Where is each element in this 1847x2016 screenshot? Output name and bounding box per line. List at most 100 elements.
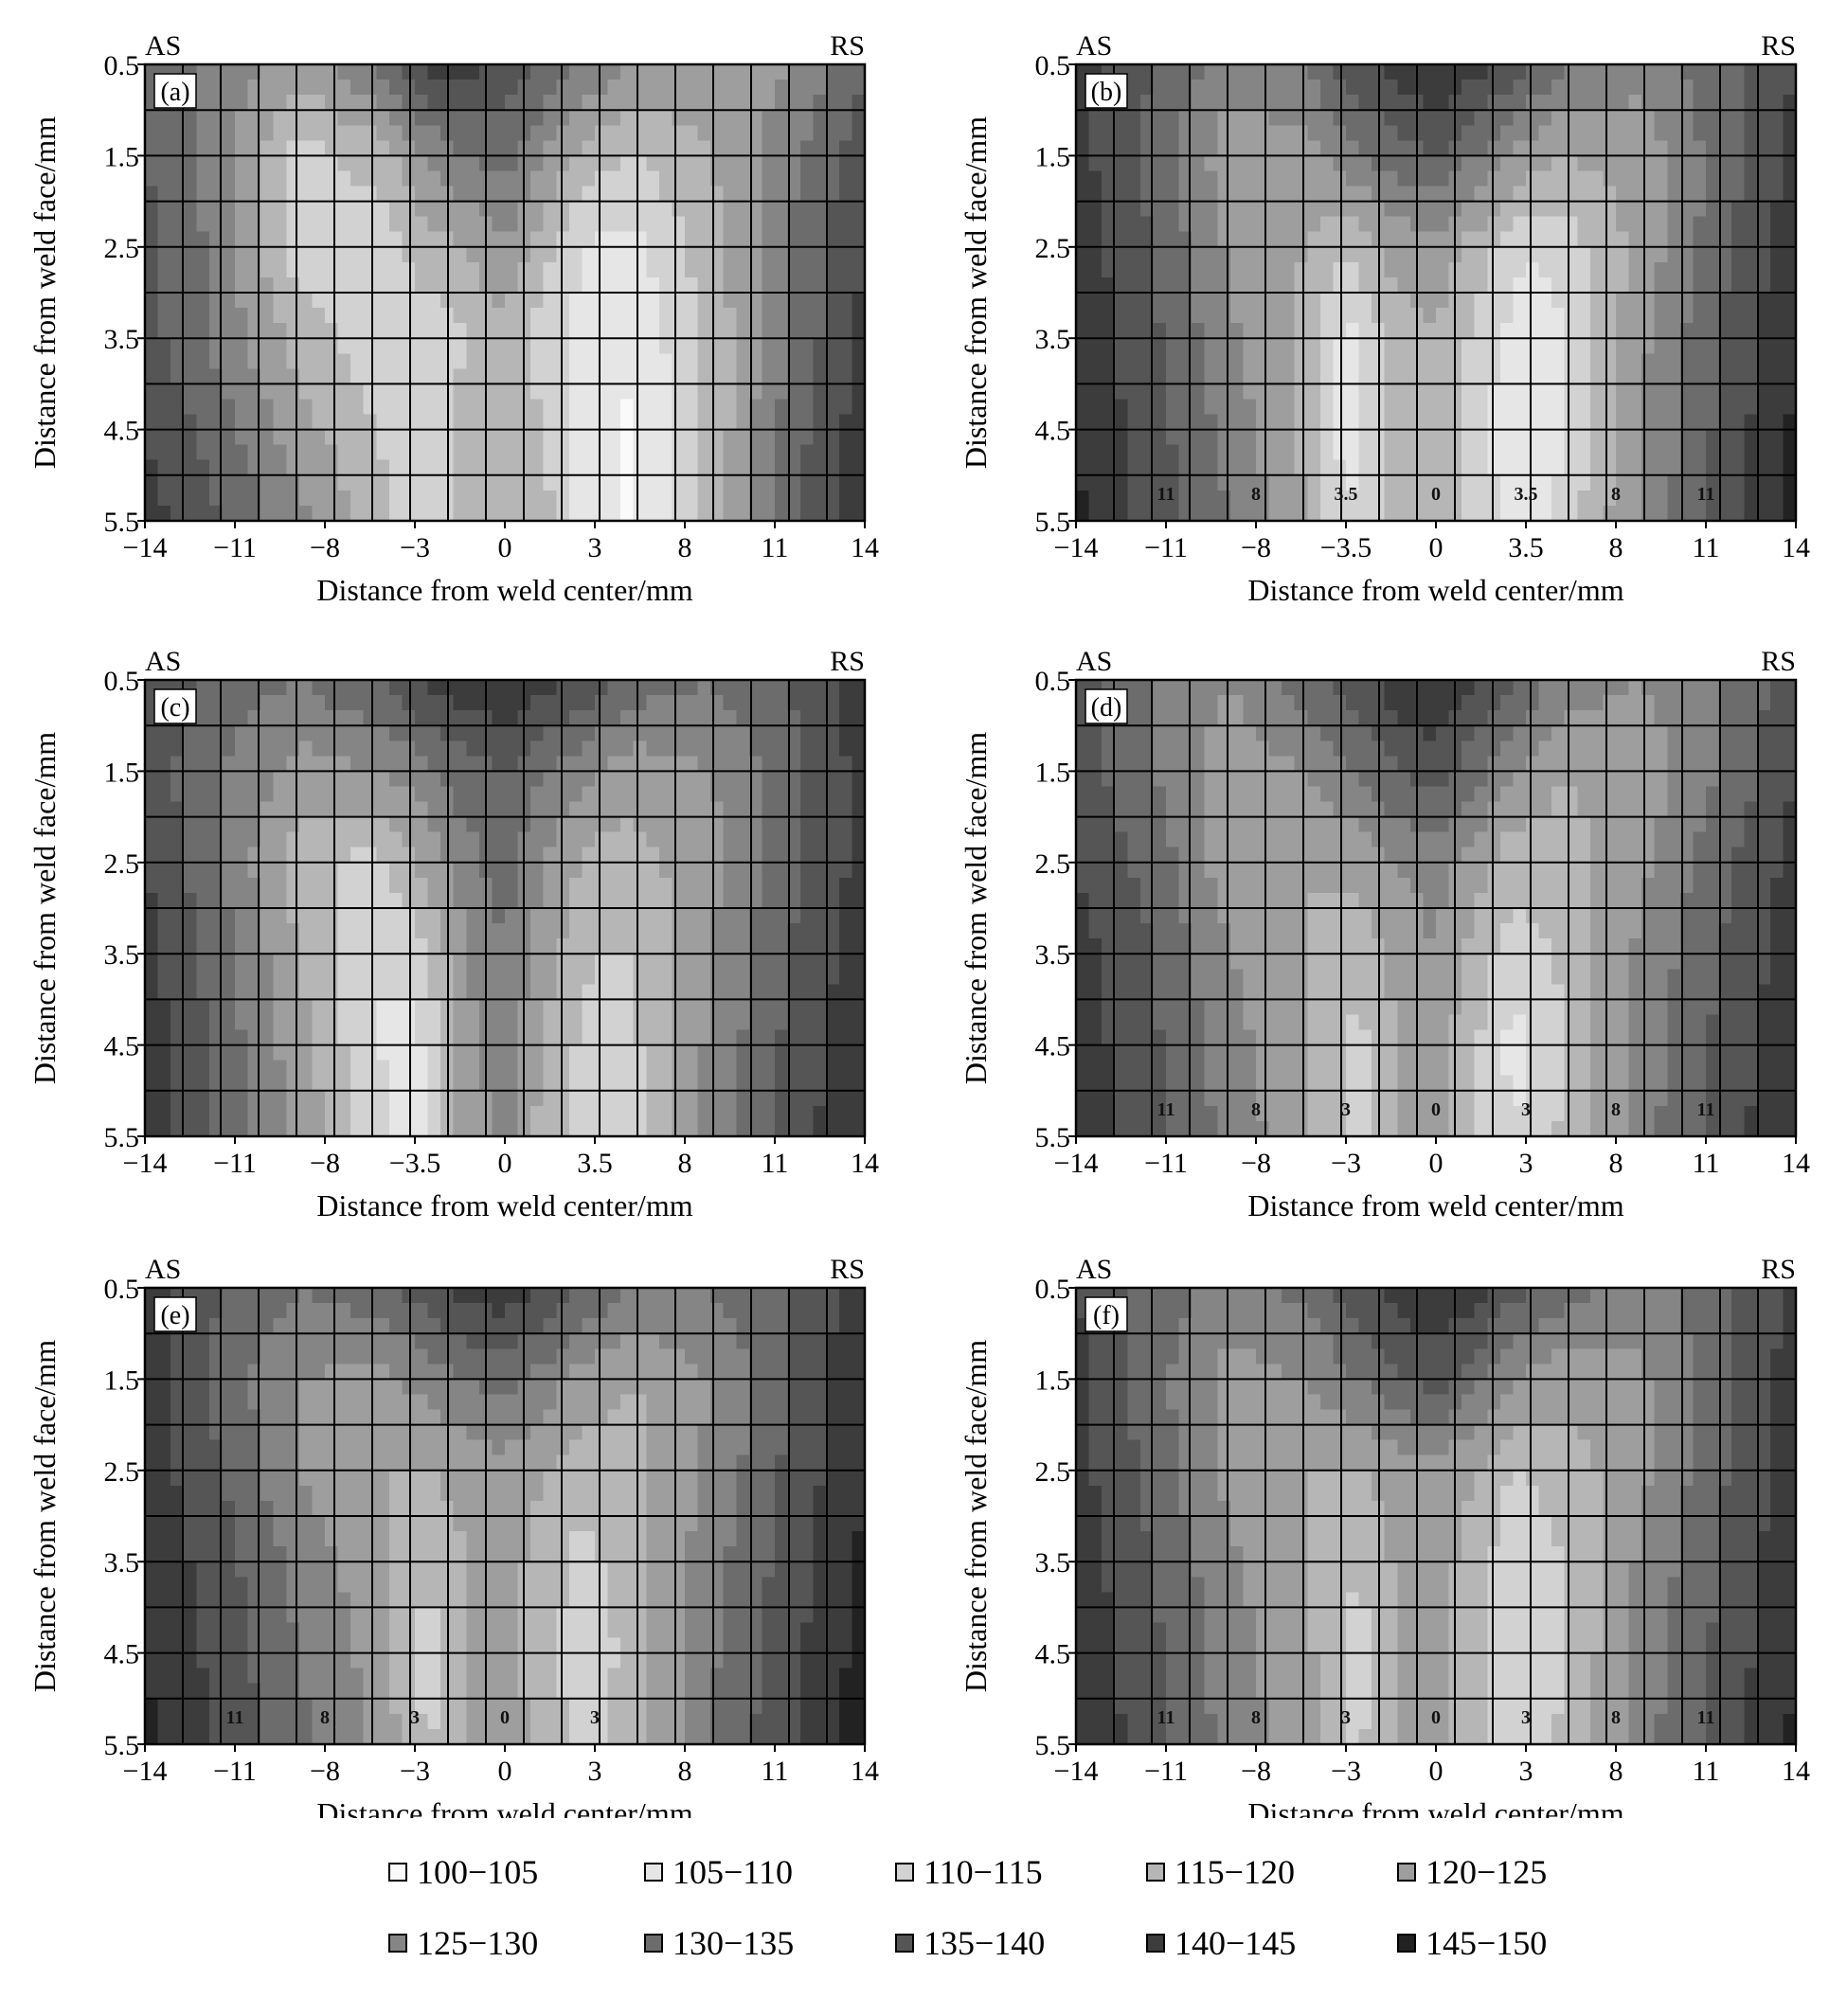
heatmap-cell	[620, 110, 635, 126]
heatmap-cell	[697, 999, 711, 1016]
heatmap-cell	[505, 862, 519, 879]
heatmap-cell	[363, 293, 377, 309]
heatmap-cell	[157, 505, 171, 522]
heatmap-cell	[530, 1014, 545, 1031]
heatmap-cell	[1628, 459, 1642, 476]
heatmap-cell	[1114, 110, 1128, 126]
heatmap-cell	[325, 1075, 339, 1092]
heatmap-cell	[787, 969, 801, 985]
heatmap-cell	[826, 444, 840, 461]
heatmap-cell	[1461, 293, 1476, 309]
heatmap-cell	[1127, 186, 1141, 203]
heatmap-cell	[1616, 186, 1630, 203]
heatmap-cell	[633, 459, 647, 476]
heatmap-cell	[1319, 505, 1335, 522]
heatmap-cell	[762, 261, 776, 278]
heatmap-cell	[1526, 231, 1540, 248]
heatmap-cell	[826, 170, 840, 187]
heatmap-cell	[350, 399, 365, 416]
heatmap-cell	[222, 429, 236, 446]
heatmap-cell	[337, 140, 351, 156]
heatmap-cell	[208, 216, 224, 233]
heatmap-cell	[748, 862, 763, 879]
heatmap-cell	[286, 399, 300, 416]
heatmap-cell	[1436, 490, 1450, 507]
heatmap-cell	[1294, 399, 1308, 416]
x-tick-label: 0	[1429, 532, 1444, 563]
heatmap-cell	[1487, 170, 1501, 187]
heatmap-cell	[620, 490, 635, 507]
heatmap-cell	[1577, 216, 1591, 233]
heatmap-cell	[543, 954, 557, 970]
heatmap-cell	[286, 1044, 300, 1062]
heatmap-cell	[800, 847, 815, 864]
heatmap-cell	[697, 459, 711, 476]
heatmap-cell	[363, 847, 377, 864]
heatmap-cell	[1294, 505, 1308, 522]
heatmap-cell	[1166, 246, 1180, 263]
heatmap-cell	[685, 710, 699, 726]
heatmap-cell	[235, 999, 249, 1016]
heatmap-cell	[1461, 368, 1476, 384]
heatmap-cell	[697, 862, 711, 879]
heatmap-cell	[1397, 308, 1411, 324]
heatmap-cell	[723, 216, 737, 233]
heatmap-cell	[530, 1060, 545, 1077]
heatmap-cell	[1204, 140, 1218, 156]
heatmap-cell	[222, 353, 236, 369]
heatmap-cell	[286, 140, 300, 156]
heatmap-cell	[222, 459, 236, 476]
heatmap-cell	[1192, 216, 1206, 233]
heatmap-cell	[1731, 186, 1746, 203]
heatmap-cell	[1229, 261, 1245, 278]
heatmap-cell	[208, 277, 224, 294]
heatmap-cell	[685, 201, 699, 218]
heatmap-cell	[235, 877, 249, 894]
heatmap-cell	[633, 293, 647, 309]
heatmap-cell	[196, 308, 210, 324]
heatmap-cell	[208, 680, 224, 696]
heatmap-cell	[1474, 323, 1488, 339]
heatmap-cell	[157, 786, 171, 803]
heatmap-cell	[1461, 140, 1476, 156]
heatmap-cell	[298, 353, 314, 369]
heatmap-cell	[1744, 261, 1758, 278]
heatmap-cell	[1153, 80, 1167, 96]
heatmap-cell	[492, 474, 506, 491]
heatmap-cell	[672, 261, 686, 278]
heatmap-cell	[145, 816, 159, 833]
heatmap-cell	[286, 908, 300, 924]
heatmap-cell	[505, 444, 519, 461]
heatmap-cell	[1718, 231, 1732, 248]
heatmap-cell	[1192, 140, 1206, 156]
heatmap-cell	[337, 490, 351, 507]
heatmap-cell	[620, 323, 635, 339]
heatmap-cell	[1783, 64, 1797, 80]
heatmap-cell	[1474, 261, 1488, 278]
heatmap-cell	[697, 140, 711, 156]
heatmap-cell	[1564, 277, 1578, 294]
heatmap-cell	[453, 771, 467, 788]
heatmap-cell	[556, 399, 570, 416]
heatmap-cell	[787, 186, 801, 203]
heatmap-cell	[466, 740, 480, 757]
heatmap-cell	[543, 1075, 557, 1092]
heatmap-cell	[453, 261, 467, 278]
heatmap-cell	[595, 125, 609, 141]
panel-label: (a)	[153, 73, 197, 109]
heatmap-cell	[1346, 140, 1360, 156]
heatmap-cell	[1731, 474, 1746, 491]
heatmap-cell	[775, 323, 789, 339]
heatmap-cell	[415, 140, 429, 156]
heatmap-cell	[492, 1029, 506, 1046]
heatmap-cell	[697, 786, 711, 803]
heatmap-cell	[762, 216, 776, 233]
heatmap-cell	[1706, 64, 1720, 80]
heatmap-cell	[505, 1014, 519, 1031]
heatmap-cell	[1603, 429, 1617, 446]
heatmap-cell	[1319, 308, 1335, 324]
heatmap-cell	[1654, 353, 1668, 369]
heatmap-cell	[1706, 353, 1720, 369]
heatmap-cell	[646, 756, 660, 772]
heatmap-cell	[312, 399, 326, 416]
